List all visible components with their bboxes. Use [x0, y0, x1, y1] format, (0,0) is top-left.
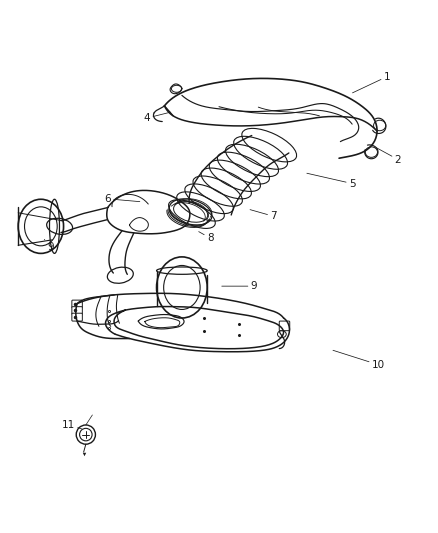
Text: 6: 6	[104, 194, 140, 204]
Text: 9: 9	[44, 239, 54, 252]
Text: 1: 1	[353, 71, 390, 93]
Text: 10: 10	[333, 350, 385, 370]
Text: 9: 9	[222, 281, 257, 291]
FancyBboxPatch shape	[279, 321, 290, 330]
Text: 7: 7	[250, 209, 277, 221]
Text: 4: 4	[144, 112, 170, 123]
Text: 8: 8	[199, 232, 214, 243]
Text: 5: 5	[307, 173, 356, 189]
FancyBboxPatch shape	[72, 306, 82, 314]
FancyBboxPatch shape	[72, 313, 82, 321]
Text: 11: 11	[62, 419, 82, 430]
Text: 2: 2	[376, 148, 401, 165]
FancyBboxPatch shape	[72, 300, 82, 308]
